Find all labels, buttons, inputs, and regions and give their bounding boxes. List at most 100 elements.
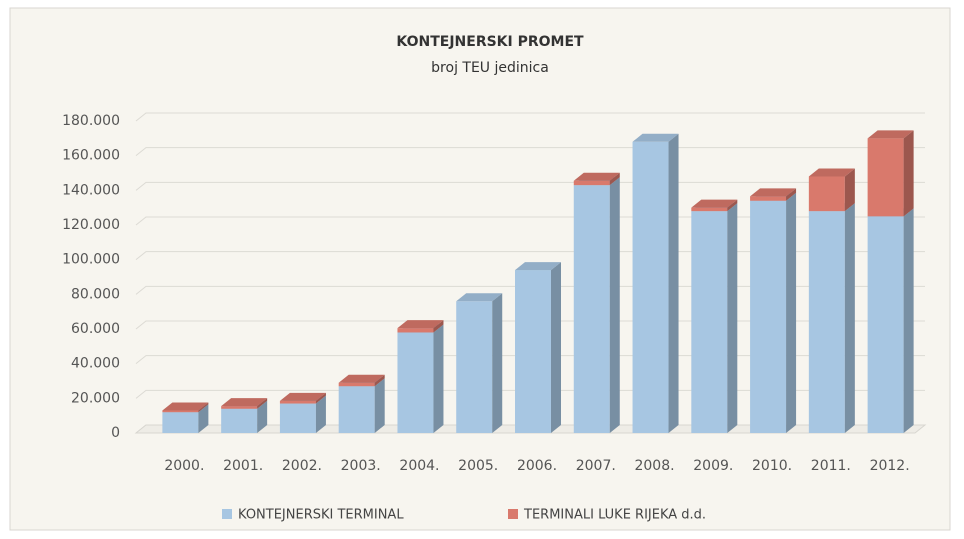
- y-tick-label: 80.000: [71, 286, 120, 302]
- bar-top: [632, 133, 679, 142]
- y-tick-label: 40.000: [71, 356, 120, 372]
- bar-top: [162, 402, 209, 411]
- x-tick-label: 2009.: [693, 458, 733, 474]
- bar-top: [808, 168, 855, 177]
- bar-front: [397, 328, 434, 333]
- x-tick-label: 2005.: [458, 458, 498, 474]
- bar-top: [456, 293, 503, 302]
- bar-front: [221, 406, 258, 409]
- x-tick-label: 2003.: [341, 458, 381, 474]
- bar-side: [315, 392, 326, 404]
- chart-title: KONTEJNERSKI PROMET: [396, 34, 584, 50]
- y-tick-label: 0: [111, 425, 120, 441]
- x-tick-label: 2010.: [752, 458, 792, 474]
- bar-segment: [808, 168, 855, 212]
- bar-side: [844, 203, 855, 433]
- bar-front: [338, 386, 375, 433]
- bar-front: [397, 332, 434, 433]
- bar-segment: [338, 378, 385, 433]
- grid-line: [135, 112, 925, 122]
- x-tick-label: 2007.: [576, 458, 616, 474]
- bar-top: [515, 262, 561, 271]
- bar-front: [279, 400, 316, 404]
- bar-front: [632, 141, 669, 434]
- bar-front: [573, 185, 610, 433]
- bar-front: [867, 216, 904, 433]
- bar-segment: [867, 208, 914, 433]
- x-tick-label: 2011.: [811, 458, 851, 474]
- bar-segment: [808, 203, 855, 433]
- bar-side: [492, 293, 503, 433]
- bar-front: [808, 176, 845, 212]
- y-tick-label: 180.000: [62, 113, 120, 129]
- bar-segment: [691, 199, 738, 212]
- y-tick-label: 20.000: [71, 390, 120, 406]
- bar-segment: [456, 293, 503, 433]
- bar-front: [515, 270, 551, 433]
- x-tick-label: 2002.: [282, 458, 322, 474]
- bar-side: [374, 374, 385, 387]
- bar-segment: [573, 172, 620, 186]
- bar-top: [573, 172, 620, 181]
- bar-front: [691, 207, 728, 212]
- bar-front: [221, 408, 258, 433]
- chart-subtitle: broj TEU jedinica: [431, 60, 549, 76]
- bar-top: [750, 188, 797, 197]
- bar-top: [279, 392, 326, 401]
- x-tick-label: 2008.: [634, 458, 674, 474]
- y-tick-label: 120.000: [62, 217, 120, 233]
- bar-segment: [573, 177, 620, 433]
- bar-side: [433, 324, 444, 433]
- bar-front: [867, 138, 904, 217]
- bar-top: [221, 398, 268, 407]
- bar-segment: [397, 320, 444, 333]
- x-tick-label: 2004.: [399, 458, 439, 474]
- bar-segment: [279, 392, 326, 404]
- x-tick-label: 2006.: [517, 458, 557, 474]
- bar-top: [338, 374, 385, 383]
- bar-side: [609, 177, 620, 433]
- x-tick-label: 2000.: [164, 458, 204, 474]
- y-tick-label: 140.000: [62, 182, 120, 198]
- bar-side: [844, 168, 855, 212]
- bar-segment: [515, 262, 561, 433]
- bar-side: [198, 404, 209, 433]
- bar-segment: [750, 192, 797, 433]
- bar-segment: [691, 203, 738, 433]
- y-tick-label: 100.000: [62, 252, 120, 268]
- y-tick-label: 60.000: [71, 321, 120, 337]
- bar-segment: [338, 374, 385, 387]
- bar-side: [903, 130, 914, 217]
- bar-top: [691, 199, 738, 208]
- bar-side: [374, 378, 385, 433]
- bar-front: [750, 196, 787, 201]
- bar-front: [279, 403, 316, 433]
- y-tick-label: 160.000: [62, 148, 120, 164]
- bar-side: [315, 395, 326, 433]
- bar-side: [433, 320, 444, 333]
- bar-side: [786, 188, 797, 201]
- bar-segment: [632, 133, 679, 434]
- bar-front: [750, 200, 787, 433]
- legend-swatch: [508, 509, 518, 519]
- bar-front: [338, 382, 375, 387]
- legend-swatch: [222, 509, 232, 519]
- bar-segment: [750, 188, 797, 201]
- bar-side: [609, 172, 620, 186]
- bar-side: [198, 402, 209, 413]
- bar-front: [456, 301, 493, 433]
- bar-side: [903, 208, 914, 433]
- bar-front: [808, 211, 845, 433]
- legend-label: KONTEJNERSKI TERMINAL: [238, 508, 404, 523]
- x-tick-label: 2012.: [870, 458, 910, 474]
- bar-top: [867, 130, 914, 139]
- bar-segment: [221, 398, 268, 409]
- bar-side: [257, 400, 268, 433]
- bar-front: [573, 180, 610, 186]
- bar-side: [551, 262, 561, 433]
- x-tick-label: 2001.: [223, 458, 263, 474]
- bar-front: [162, 410, 199, 413]
- bar-side: [727, 199, 738, 212]
- bar-side: [257, 398, 268, 409]
